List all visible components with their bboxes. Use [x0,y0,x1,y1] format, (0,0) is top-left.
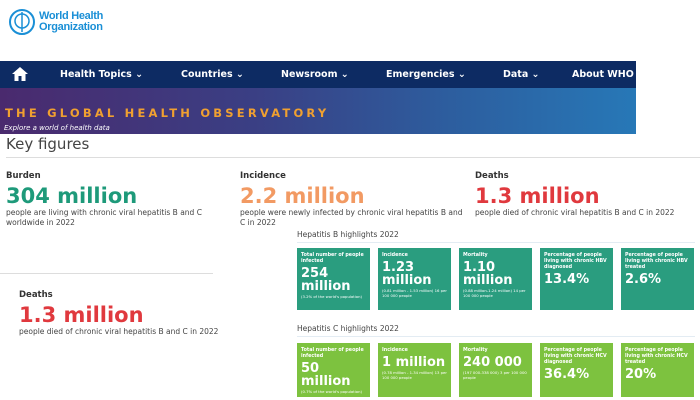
hep-b-heading: Hepatitis B highlights 2022 [297,230,399,239]
nav-countries[interactable]: Countries ⌄ [181,69,244,80]
tile-value: 20% [625,367,657,382]
hep-b-tile: Percentage of people living with chronic… [540,248,613,310]
deaths-label: Deaths [19,290,53,300]
divider [297,242,695,243]
tile-value: 13.4% [544,272,590,287]
tile-note: (197 000-338 000) 3 per 100 000 people [463,370,527,380]
divider [0,273,213,274]
home-icon[interactable] [11,66,29,82]
tile-value: 1 million [382,355,446,370]
hep-c-tile: Percentage of people living with chronic… [621,343,694,397]
burden-label: Burden [6,171,41,181]
hep-b-tile: Total number of people infected 254 milli… [297,248,370,310]
logo-text-2: Organization [39,21,103,33]
incidence-value: 2.2 million [240,184,365,208]
tile-note: (0.78 million - 1.34 million) 13 per 100… [382,370,447,380]
tile-note: (0.81 million - 1.53 million) 16 per 100… [382,288,447,298]
main-nav: Health Topics ⌄ Countries ⌄ Newsroom ⌄ E… [0,61,645,88]
tile-title: Incidence [382,253,408,258]
who-logo[interactable]: World Health Organization [8,8,103,36]
deaths-value: 1.3 million [475,184,600,208]
tile-value: 36.4% [544,367,590,382]
who-emblem-icon [9,9,35,35]
tile-title: Percentage of people living with chronic… [625,348,688,365]
hep-c-tile: Total number of people infected 50 millio… [297,343,370,397]
tile-title: Percentage of people living with chronic… [544,348,607,365]
nav-health-topics[interactable]: Health Topics ⌄ [60,69,144,80]
deaths-figure: Deaths 1.3 million people died of chroni… [475,171,700,218]
tile-title: Mortality [463,253,488,258]
gho-banner: THE GLOBAL HEALTH OBSERVATORY Explore a … [0,88,636,134]
divider [6,157,700,158]
hep-b-tile: Percentage of people living with chronic… [621,248,694,310]
burden-value: 304 million [6,184,138,208]
incidence-figure: Incidence 2.2 million people were newly … [240,171,465,228]
nav-data[interactable]: Data ⌄ [503,69,540,80]
nav-about-who[interactable]: About WHO ⌄ [572,69,646,80]
tile-note: (0.7% of the world's population) [301,389,363,394]
tile-value: 2.6% [625,272,662,287]
hep-c-tile: Incidence 1 million (0.78 million - 1.34 m… [378,343,451,397]
tile-title: Percentage of people living with chronic… [625,253,688,270]
hep-c-tile: Mortality 240 000 (197 000-338 000) 3 per … [459,343,532,397]
divider [297,336,695,337]
deaths-label: Deaths [475,171,509,181]
tile-value: 1.23 million [382,260,432,288]
tile-note: (0.88 million-1.24 million) 14 per 100 0… [463,288,526,298]
deaths-desc: people died of chronic viral hepatitis B… [19,327,219,336]
hep-b-tile: Incidence 1.23 million (0.81 million - 1.5… [378,248,451,310]
deaths-value: 1.3 million [19,303,144,327]
deaths-figure-2: Deaths 1.3 million people died of chroni… [19,290,279,337]
tile-title: Incidence [382,348,408,353]
banner-title: THE GLOBAL HEALTH OBSERVATORY [5,106,330,120]
burden-desc: people are living with chronic viral hep… [6,208,202,227]
tile-title: Percentage of people living with chronic… [544,253,607,270]
banner-subtitle: Explore a world of health data [4,124,110,132]
tile-title: Total number of people infected [301,348,364,359]
tile-value: 1.10 million [463,260,513,288]
tile-title: Total number of people infected [301,253,364,264]
logo-text-1: World Health [39,10,104,22]
incidence-label: Incidence [240,171,286,181]
incidence-desc: people were newly infected by chronic vi… [240,208,463,227]
tile-value: 50 million [301,361,351,389]
tile-note: (3.2% of the world's population) [301,294,363,299]
hep-c-heading: Hepatitis C highlights 2022 [297,324,399,333]
deaths-desc: people died of chronic viral hepatitis B… [475,208,675,217]
tile-value: 240 000 [463,355,522,370]
tile-title: Mortality [463,348,488,353]
burden-figure: Burden 304 million people are living wit… [6,171,231,228]
nav-emergencies[interactable]: Emergencies ⌄ [386,69,466,80]
hep-c-tile: Percentage of people living with chronic… [540,343,613,397]
tile-value: 254 million [301,266,351,294]
nav-newsroom[interactable]: Newsroom ⌄ [281,69,349,80]
key-figures-heading: Key figures [6,135,90,153]
hep-b-tile: Mortality 1.10 million (0.88 million-1.24 … [459,248,532,310]
